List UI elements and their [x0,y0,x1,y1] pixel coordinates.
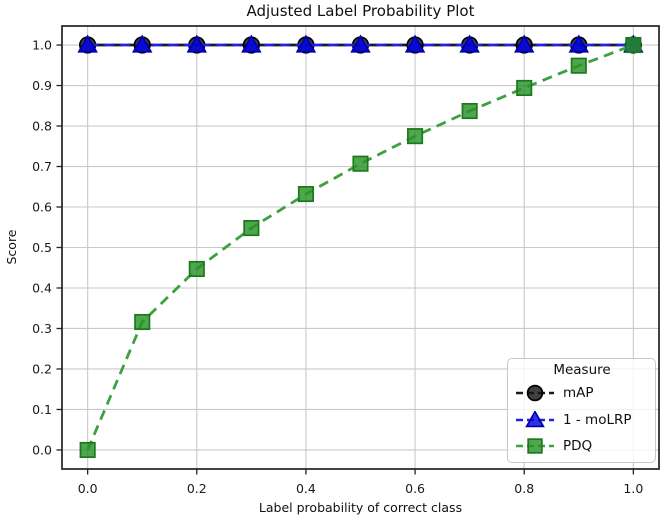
x-tick-label: 0.4 [296,481,316,496]
x-tick-label: 1.0 [623,481,643,496]
square-marker [188,260,205,278]
legend-label-molrp: 1 - moLRP [563,411,632,428]
circle-marker [526,384,544,402]
square-marker [625,36,642,54]
y-tick-label: 0.1 [32,402,52,417]
square-marker [527,438,543,454]
triangle-marker [513,34,535,53]
triangle-marker [350,34,371,53]
y-tick-label: 0.2 [32,361,52,376]
square-marker [461,102,478,120]
plot-spines [61,25,660,470]
square-marker [407,128,424,145]
triangle-marker [459,34,480,53]
x-axis-label: Label probability of correct class [258,500,463,515]
square-marker [516,79,533,97]
square-marker [297,185,314,203]
x-tick-label: 0.2 [187,481,207,496]
x-tick-label: 0.8 [514,481,534,496]
triangle-marker [77,34,98,53]
triangle-marker [295,34,317,53]
chart-title: Adjusted Label Probability Plot [246,2,475,20]
y-tick-label: 0.5 [32,240,52,255]
map-line-marker-icon [516,384,554,402]
triangle-marker [241,34,262,53]
y-tick-label: 0.6 [32,199,52,214]
triangle-marker [186,34,208,53]
legend-title: Measure [553,362,611,378]
square-marker [134,313,151,331]
y-tick-label: 0.9 [32,78,52,93]
series-markers-1 [77,34,644,53]
triangle-marker [131,34,153,53]
y-tick-label: 0.7 [32,159,52,174]
pdq-line-marker-icon [516,438,554,454]
triangle-marker [404,34,426,53]
series-markers-2 [79,36,642,459]
y-tick-label: 0.8 [32,118,52,133]
x-tick-label: 0.0 [78,481,98,496]
square-marker [79,441,96,459]
molrp-line-marker-icon [516,410,554,428]
square-marker [243,220,260,237]
legend-row-map: mAP [515,380,649,407]
series-line-2 [86,43,634,451]
x-tick-label: 0.6 [405,481,425,496]
y-tick-label: 1.0 [32,37,52,52]
triangle-marker [525,410,545,428]
y-tick-label: 0.0 [32,442,52,457]
legend-row-pdq: PDQ [515,433,649,460]
y-tick-label: 0.4 [32,280,52,295]
square-marker [352,155,369,172]
legend-row-molrp: 1 - moLRP [515,407,649,434]
legend-label-pdq: PDQ [563,438,593,455]
legend: Measure mAP 1 - moLRP PDQ [507,358,656,463]
y-axis-label: Score [4,229,19,265]
square-marker [570,57,587,74]
triangle-marker [568,34,590,53]
legend-label-map: mAP [563,385,594,402]
y-tick-label: 0.3 [32,321,52,336]
